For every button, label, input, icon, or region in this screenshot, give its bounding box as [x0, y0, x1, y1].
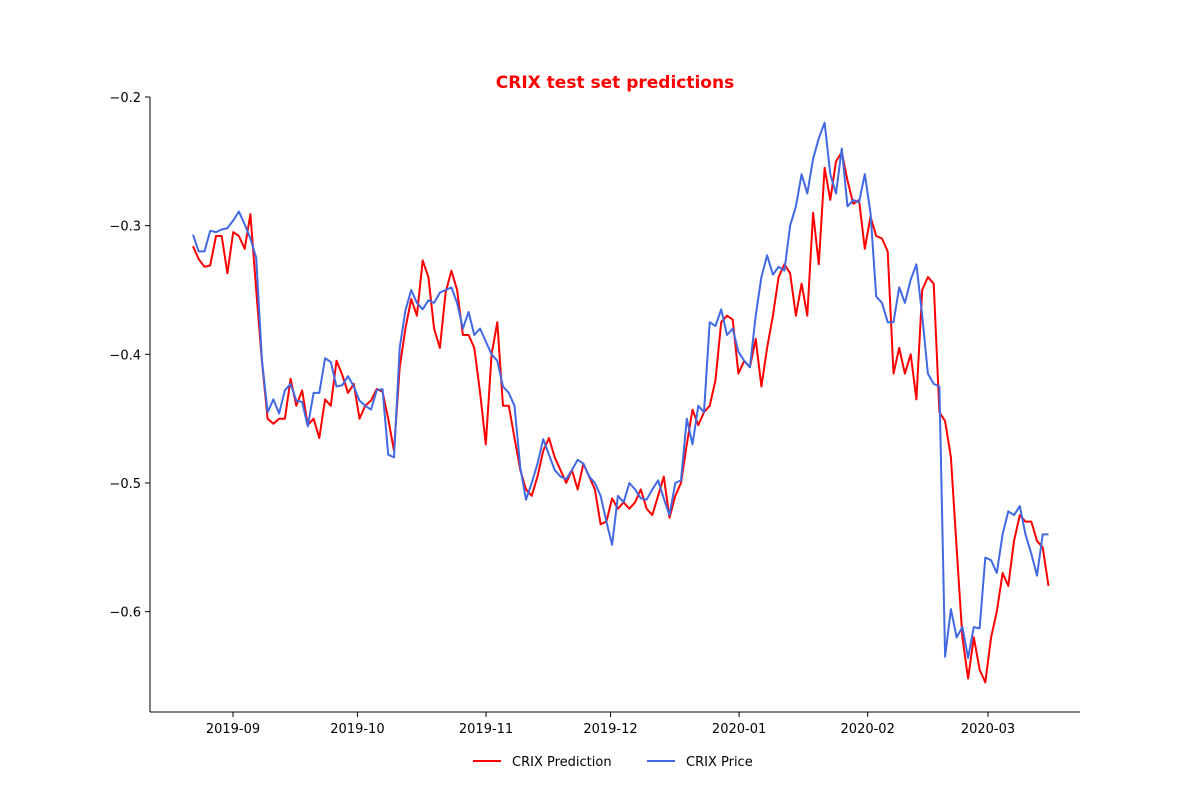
- y-tick-label: −0.2: [109, 91, 141, 106]
- x-tick-label: 2020-02: [841, 722, 895, 737]
- legend-label: CRIX Price: [686, 755, 753, 770]
- x-tick-label: 2019-11: [459, 722, 513, 737]
- y-tick-label: −0.4: [109, 348, 141, 363]
- legend: CRIX Prediction CRIX Price: [473, 755, 753, 770]
- x-tick-label: 2020-03: [961, 722, 1015, 737]
- plot-area: −0.2−0.3−0.4−0.5−0.6 2019-09 2019-10 2019-…: [109, 91, 1080, 737]
- x-tick-label: 2020-01: [712, 722, 766, 737]
- series-line-crix-prediction: [192, 151, 1050, 684]
- x-tick-label: 2019-09: [206, 722, 260, 737]
- x-tick-label: 2019-10: [330, 722, 384, 737]
- y-axis-ticks: −0.2 −0.3 −0.4 −0.5 −0.6: [109, 91, 150, 621]
- legend-label: CRIX Prediction: [512, 755, 612, 770]
- y-tick-label: −0.6: [109, 606, 141, 621]
- chart-title: CRIX test set predictions: [496, 73, 734, 93]
- series-lines: [192, 121, 1050, 684]
- x-axis-ticks: 2019-09 2019-10 2019-11 2019-12 2020-01 2020-…: [206, 712, 1015, 737]
- x-tick-label: 2019-12: [583, 722, 637, 737]
- y-tick-label: −0.5: [109, 477, 141, 492]
- series-line-crix-price: [192, 121, 1049, 659]
- y-tick-label: −0.3: [109, 220, 141, 235]
